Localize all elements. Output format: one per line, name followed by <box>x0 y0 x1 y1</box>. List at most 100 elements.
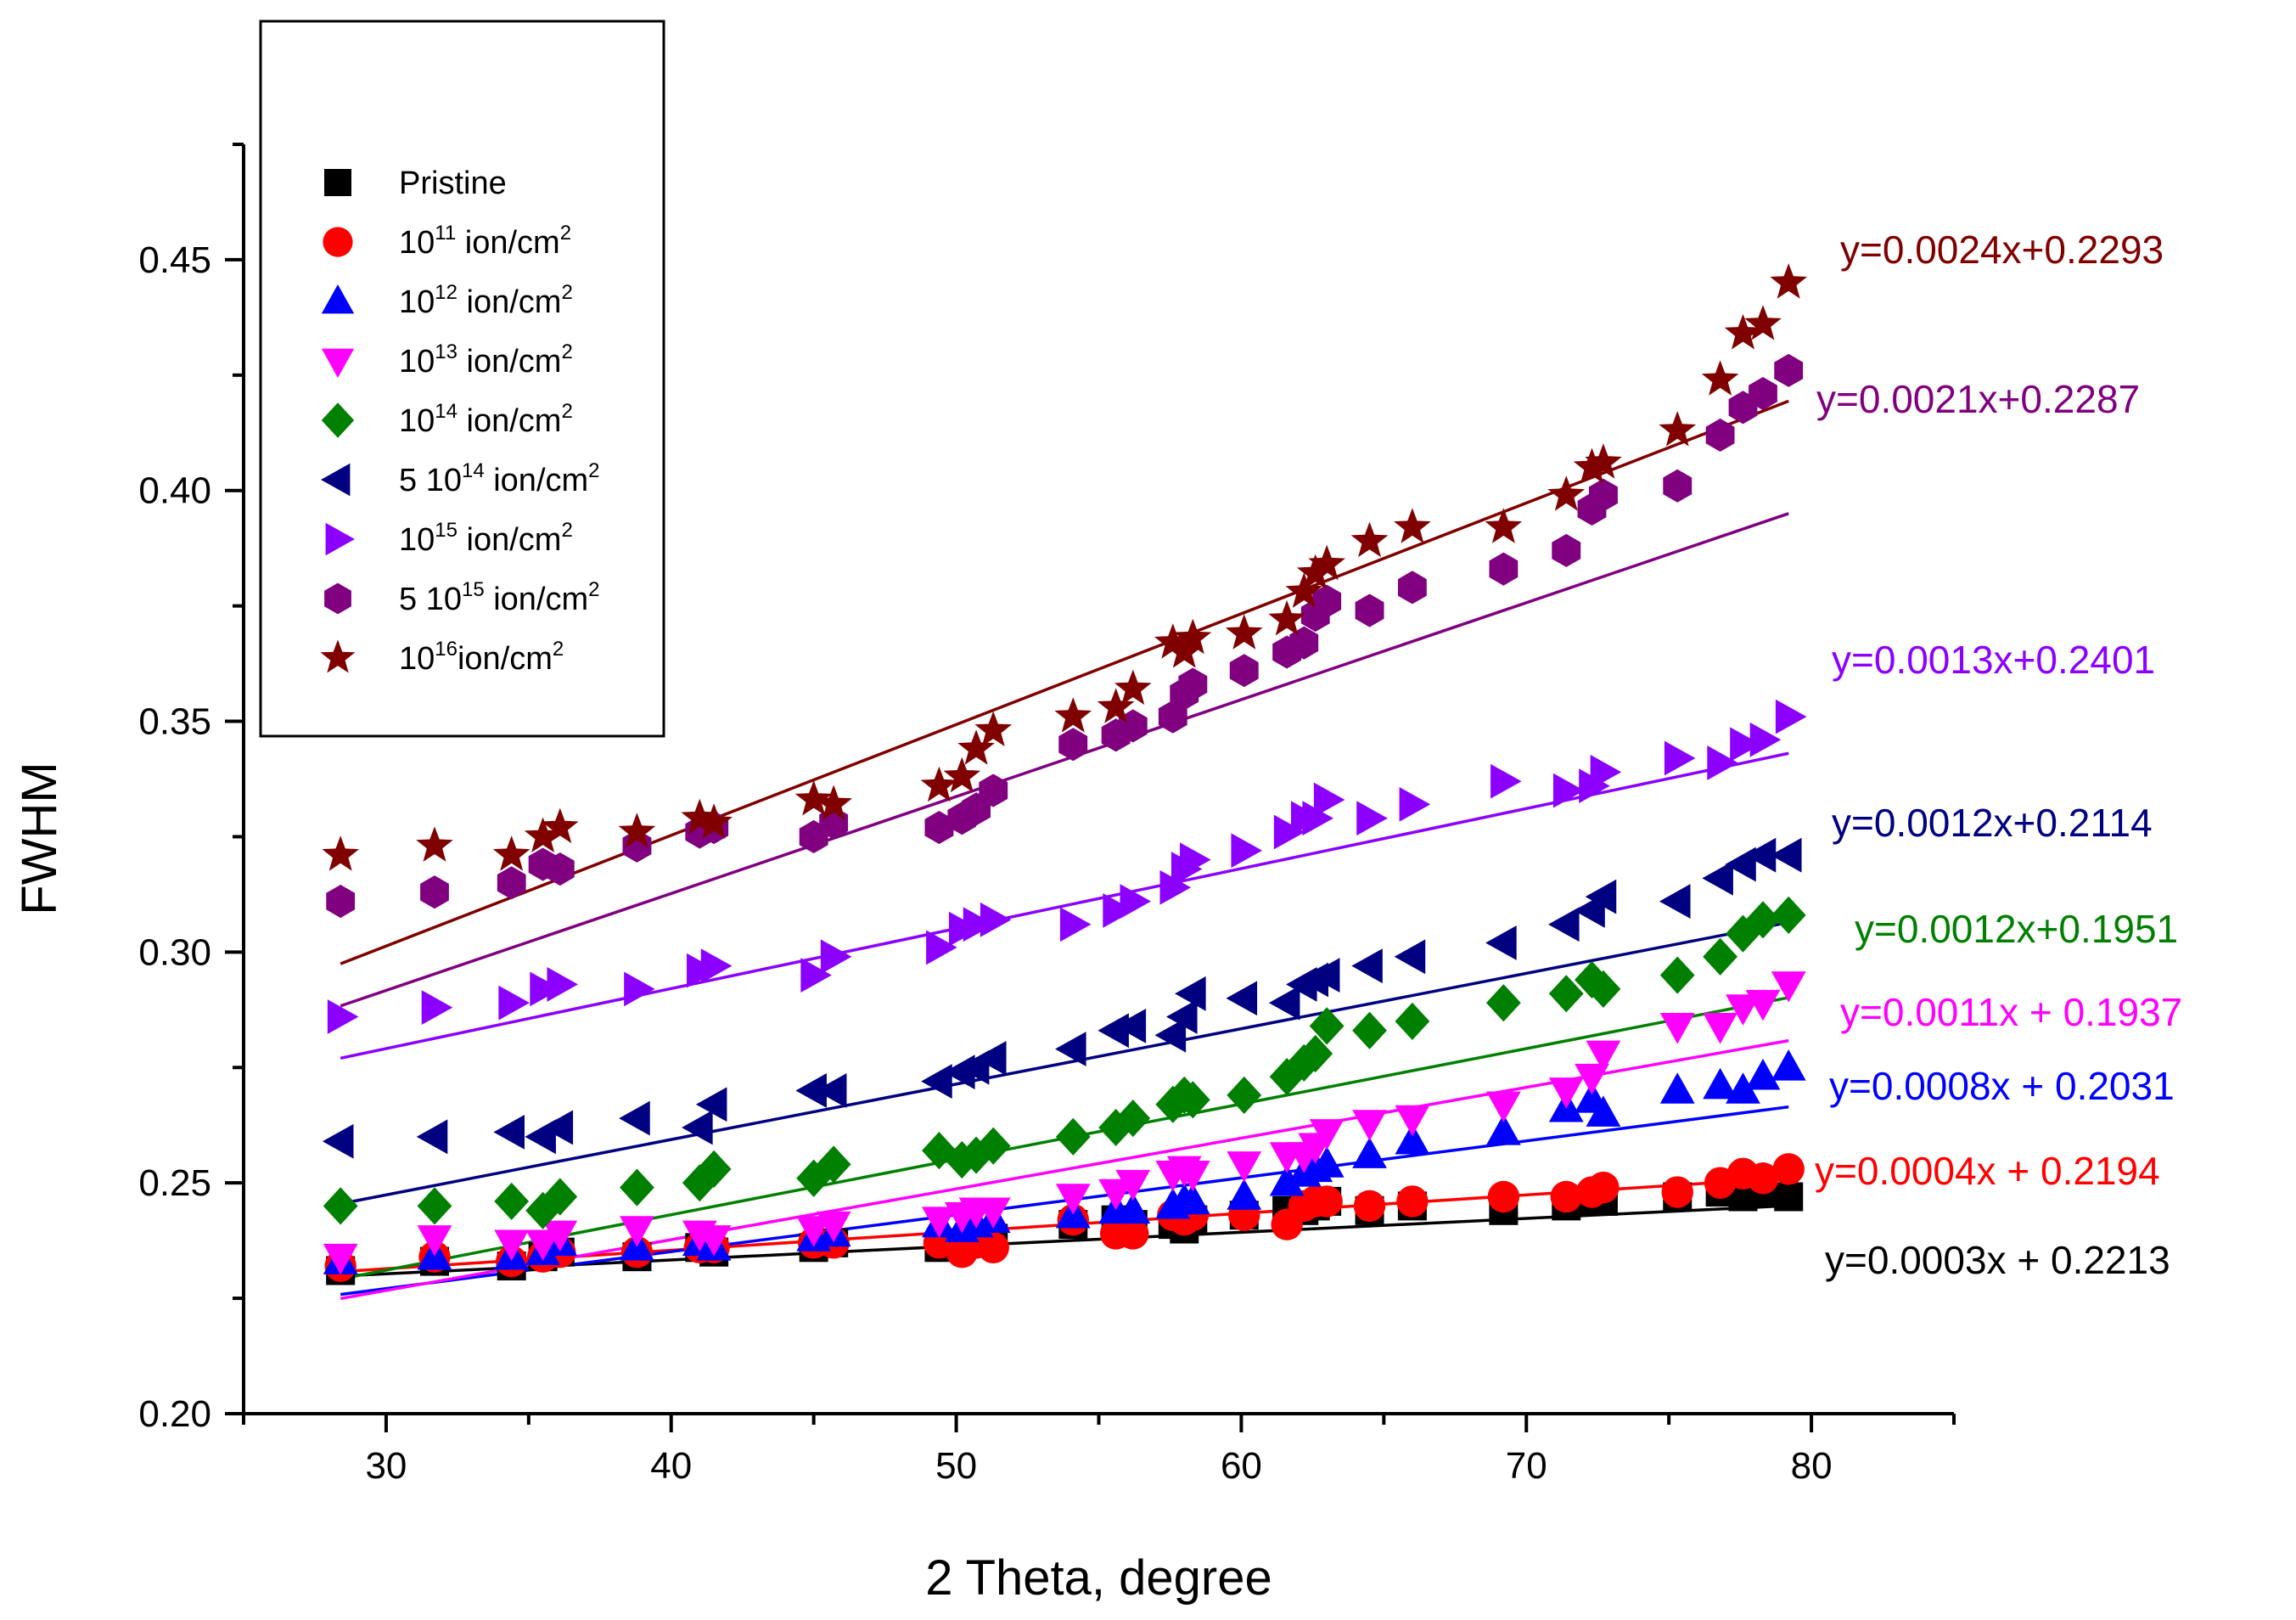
data-point <box>1749 377 1777 411</box>
data-point <box>1289 626 1319 660</box>
data-point <box>524 817 562 852</box>
legend-label-main: 10 <box>399 403 435 439</box>
data-point <box>1396 1185 1429 1218</box>
data-point <box>420 875 449 909</box>
data-point <box>681 798 719 835</box>
data-point <box>1575 1063 1609 1095</box>
data-point <box>1659 1013 1695 1044</box>
legend-marker <box>320 639 356 673</box>
data-point <box>542 1110 574 1145</box>
legend-label-unit: ion/cm <box>458 641 553 677</box>
data-points <box>322 263 1807 1285</box>
data-point <box>1097 688 1135 723</box>
data-point <box>1114 669 1152 706</box>
data-point <box>322 1123 354 1159</box>
data-point <box>1308 958 1340 993</box>
legend-label-unit-exponent: 2 <box>561 400 572 423</box>
data-point <box>974 1041 1007 1076</box>
data-point <box>1485 1114 1521 1145</box>
data-point <box>944 1140 980 1179</box>
data-point <box>1705 418 1735 452</box>
data-point <box>542 1178 578 1216</box>
data-point <box>1398 571 1427 605</box>
legend-label-main: Pristine <box>399 166 507 201</box>
data-point <box>1585 879 1617 914</box>
data-point <box>1771 1049 1806 1081</box>
legend-marker <box>321 402 355 438</box>
data-point <box>1355 593 1384 627</box>
data-point <box>619 1100 650 1136</box>
data-point <box>1586 970 1621 1008</box>
data-point <box>1587 1171 1620 1204</box>
data-point <box>323 1187 358 1225</box>
data-point <box>1352 1011 1387 1049</box>
data-point <box>1586 1040 1621 1072</box>
data-point <box>979 773 1008 807</box>
data-point <box>1353 1190 1386 1223</box>
data-point <box>1058 728 1088 762</box>
data-point <box>1302 801 1333 836</box>
legend-label-unit-exponent: 2 <box>588 578 599 601</box>
data-point <box>1227 1076 1262 1114</box>
data-point <box>1772 1153 1805 1185</box>
data-point <box>1744 305 1782 340</box>
data-point <box>530 971 561 1007</box>
data-point <box>1313 782 1345 818</box>
data-point <box>1103 893 1134 928</box>
data-point <box>815 1073 847 1108</box>
data-point <box>1550 1180 1582 1213</box>
data-point <box>1775 699 1807 734</box>
data-point <box>1118 709 1148 743</box>
legend-label-exponent: 15 <box>462 578 485 601</box>
legend-marker <box>325 522 355 556</box>
legend-label-unit-exponent: 2 <box>560 222 571 245</box>
data-point <box>1395 1002 1430 1041</box>
data-point <box>1166 999 1198 1034</box>
data-point <box>1552 533 1581 567</box>
data-point <box>943 757 981 793</box>
data-point <box>1227 1151 1262 1183</box>
fit-equation-label: y=0.0013x+0.2401 <box>1832 638 2155 682</box>
fit-equation-label: y=0.0012x+0.1951 <box>1855 907 2178 951</box>
data-point <box>323 1243 358 1275</box>
fit-equation-label: y=0.0008x + 0.2031 <box>1829 1064 2175 1108</box>
data-point <box>975 1127 1011 1165</box>
legend-label-exponent: 15 <box>435 519 458 542</box>
data-point <box>1350 521 1389 558</box>
data-point <box>1770 837 1802 873</box>
data-point <box>1394 508 1431 543</box>
legend-label-exponent: 14 <box>435 400 458 423</box>
legend-label-exponent: 14 <box>462 459 485 482</box>
data-point <box>1309 1146 1344 1178</box>
fit-line <box>340 1038 1789 1301</box>
data-point <box>492 835 530 871</box>
legend-label-exponent: 16 <box>435 638 458 661</box>
legend-label-exponent: 11 <box>435 222 456 245</box>
data-point <box>1309 1119 1344 1150</box>
data-point <box>1175 1161 1210 1192</box>
data-point <box>416 826 453 862</box>
y-tick-label: 0.40 <box>138 470 211 512</box>
data-point <box>1701 360 1739 396</box>
data-point <box>620 1216 654 1247</box>
legend-label: Pristine <box>399 166 507 201</box>
legend-marker <box>321 284 355 314</box>
data-point <box>1120 884 1152 919</box>
legend-marker <box>324 582 351 615</box>
data-point <box>494 1229 530 1262</box>
data-point <box>1707 745 1738 780</box>
data-point <box>1159 869 1192 905</box>
data-point <box>1180 842 1211 878</box>
x-tick-label: 30 <box>365 1445 407 1487</box>
data-point <box>493 1114 525 1150</box>
data-point <box>1659 956 1695 994</box>
data-point <box>1770 263 1807 299</box>
data-point <box>1661 1176 1693 1208</box>
legend-label: 5 1014 ion/cm2 <box>399 459 600 498</box>
data-point <box>1490 763 1522 799</box>
legend-label-main: 10 <box>399 641 435 677</box>
legend-label-main: 5 10 <box>399 582 462 617</box>
data-point <box>795 1073 827 1108</box>
legend-label-unit-exponent: 2 <box>561 519 572 542</box>
